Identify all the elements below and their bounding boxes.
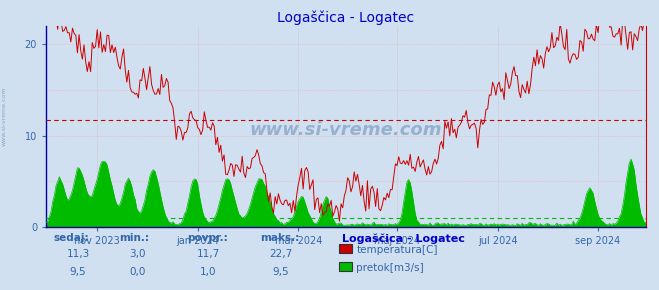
Text: temperatura[C]: temperatura[C] [357, 245, 438, 255]
Title: Logaščica - Logatec: Logaščica - Logatec [277, 10, 415, 25]
Text: pretok[m3/s]: pretok[m3/s] [357, 263, 424, 273]
Text: 9,5: 9,5 [273, 267, 289, 277]
Text: 0,0: 0,0 [129, 267, 146, 277]
Text: min.:: min.: [119, 233, 149, 243]
Bar [339, 262, 352, 271]
Text: www.si-vreme.com: www.si-vreme.com [2, 86, 7, 146]
Text: 11,7: 11,7 [196, 249, 219, 259]
Text: povpr.:: povpr.: [187, 233, 228, 243]
Text: Logaščica - Logatec: Logaščica - Logatec [342, 233, 465, 244]
Text: www.si-vreme.com: www.si-vreme.com [250, 122, 442, 139]
Text: 9,5: 9,5 [70, 267, 86, 277]
Text: maks.:: maks.: [260, 233, 299, 243]
Bar [339, 244, 352, 253]
Text: 22,7: 22,7 [270, 249, 293, 259]
Text: 11,3: 11,3 [67, 249, 90, 259]
Text: 1,0: 1,0 [200, 267, 216, 277]
Text: 3,0: 3,0 [129, 249, 146, 259]
Text: sedaj:: sedaj: [53, 233, 89, 243]
